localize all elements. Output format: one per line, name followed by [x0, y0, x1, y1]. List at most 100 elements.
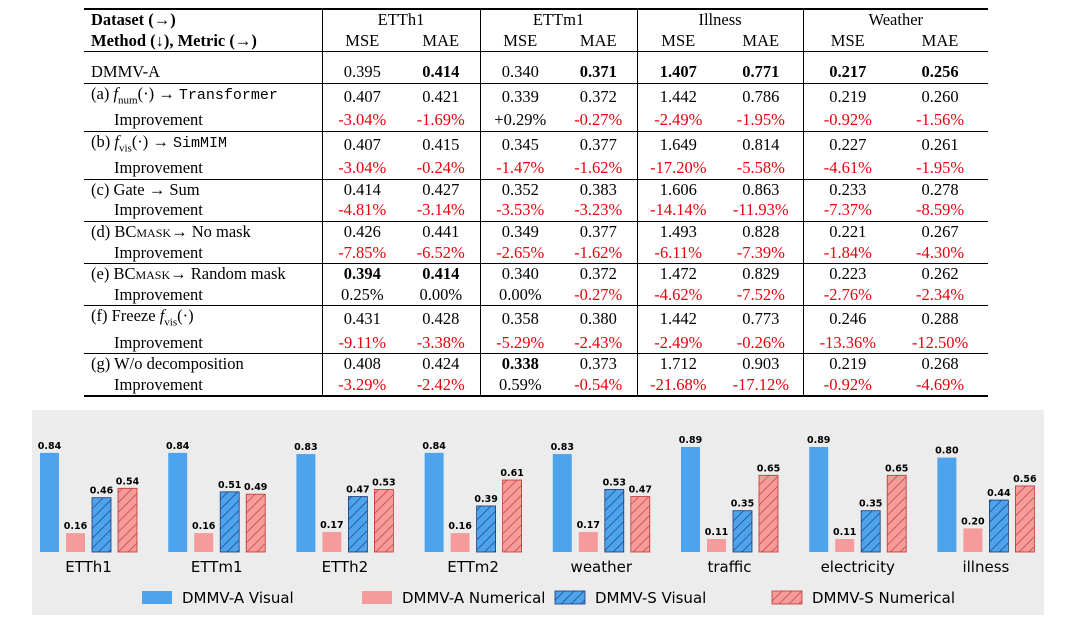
table-row: Improvement -3.29% -2.42% 0.59% -0.54% -21.68… — [84, 374, 989, 398]
metric-value: 0.903 — [719, 353, 804, 375]
bar-dmmv-s-numerical-ettm1 — [245, 493, 266, 553]
metric-value: 0.407 — [321, 82, 402, 111]
bar-dmmv-a-numerical-weather — [578, 531, 598, 552]
bar-dmmv-a-numerical-traffic — [707, 539, 726, 552]
metric-value: 0.395 — [321, 62, 402, 84]
variant-label: (g) W/o decomposition — [91, 354, 244, 374]
improvement-value: -3.04% — [321, 157, 402, 180]
improvement-value: -1.62% — [574, 158, 623, 178]
category-label: traffic — [708, 558, 752, 576]
legend: DMMV-A Visual DMMV-A Numerical DMMV-S Visu… — [142, 589, 955, 607]
bar-dmmv-s-visual-ettm2 — [476, 505, 497, 553]
metric-value: 0.371 — [579, 62, 617, 82]
improvement-value: -1.95% — [915, 158, 965, 178]
variant-label-cell: (b) fvis(·) → SimMIM — [84, 130, 322, 158]
metric-value: 0.408 — [321, 353, 402, 375]
metric-header: MAE — [402, 30, 480, 53]
baseline-method: DMMV-A — [91, 62, 161, 82]
metric-value: 0.394 — [321, 262, 402, 285]
bar-dmmv-s-visual-illness — [989, 499, 1009, 553]
improvement-value: -1.56% — [915, 110, 965, 130]
variant-label: (e) BCmask→ Random mask — [91, 264, 286, 284]
metric-value: 0.427 — [402, 178, 480, 201]
improvement-value: -11.93% — [732, 200, 789, 220]
bar-value-label: 0.44 — [987, 488, 1011, 499]
bars-group: 0.84 0.16 0.460.54 ETTh1 0.84 0.16 0.51 0.49 ETT… — [38, 435, 1037, 576]
bar-dmmv-s-numerical-weather — [630, 496, 651, 553]
improvement-value: -4.81% — [321, 200, 402, 222]
improvement-value: -4.61% — [802, 157, 893, 180]
metric-value: 0.358 — [479, 305, 560, 333]
metric-value: 0.219 — [802, 353, 893, 375]
legend-label: DMMV-A Numerical — [402, 589, 545, 607]
table-body: Dataset (→) ETTh1 ETTm1 Illness Weather Metho… — [84, 8, 989, 398]
bar-dmmv-s-numerical-ettm2 — [502, 479, 523, 553]
bar-value-label: 0.47 — [346, 485, 369, 496]
variant-label: (c) Gate → Sum — [91, 179, 200, 199]
variant-tag: (a) — [91, 83, 110, 103]
metric-value: 0.414 — [402, 262, 480, 285]
metric-value: 0.233 — [802, 178, 893, 201]
function-symbol: f — [114, 131, 119, 151]
function-symbol: f — [113, 83, 119, 103]
metric-value: 0.349 — [479, 220, 560, 243]
chart-svg: 0.84 0.16 0.460.54 ETTh1 0.84 0.16 0.51 0.49 ETT… — [32, 410, 1044, 615]
bcmask-smallcaps: mask — [135, 264, 171, 284]
bar-value-label: 0.80 — [935, 446, 959, 457]
category-label: weather — [571, 558, 633, 576]
bar-dmmv-s-numerical-electricity — [886, 474, 907, 553]
bar-value-label: 0.49 — [244, 482, 267, 493]
bar-value-label: 0.84 — [166, 441, 190, 452]
metric-value: 0.377 — [560, 220, 638, 243]
metric-value: 0.339 — [479, 82, 560, 111]
category-label: ETTh2 — [322, 558, 369, 576]
spacer-cell — [560, 52, 637, 63]
improvement-value: -2.49% — [636, 332, 720, 354]
improvement-value: -6.11% — [636, 242, 720, 264]
metric-value: 0.414 — [321, 178, 402, 201]
improvement-label: Improvement — [114, 158, 203, 178]
metric-label: Metric (→) — [177, 30, 257, 50]
variant-module: Transformer — [178, 86, 278, 104]
spacer-cell — [321, 51, 402, 63]
metric-header: MSE — [321, 30, 402, 53]
improvement-value: -0.27% — [574, 284, 623, 304]
legend-label: DMMV-S Visual — [595, 589, 706, 607]
improvement-value: -0.27% — [574, 110, 623, 130]
improvement-value: 0.59% — [479, 374, 560, 398]
variant-label: (d) BCmask→ No mask — [91, 222, 251, 242]
improvement-value: -14.14% — [636, 200, 720, 222]
metric-value: 0.863 — [719, 178, 804, 201]
metric-value: 0.814 — [719, 130, 804, 158]
metric-value: 0.383 — [560, 178, 638, 201]
variant-label-cell: (f) Freeze fvis(·) — [84, 305, 322, 333]
bar-value-label: 0.51 — [218, 480, 241, 491]
table-row: Improvement -7.85% -6.52% -2.65% -1.62% -6.11… — [84, 242, 988, 264]
improvement-value: -12.50% — [911, 332, 969, 352]
metric-value: 0.415 — [402, 130, 480, 158]
table-row: Improvement -3.04% -1.69% +0.29% -0.27% -2.49… — [84, 110, 988, 132]
spacer-cell — [479, 51, 560, 63]
metric-value: 1.472 — [636, 262, 720, 285]
metric-value: 0.424 — [402, 353, 480, 375]
metric-value: 0.428 — [402, 305, 480, 333]
metric-header: MAE — [560, 30, 638, 53]
metric-value: 0.261 — [892, 130, 989, 158]
ablation-table: Dataset (→) ETTh1 ETTm1 Illness Weather Metho… — [84, 8, 989, 398]
metric-value: 0.340 — [479, 262, 560, 285]
bar-dmmv-s-numerical-traffic — [758, 474, 779, 553]
category-label: ETTh1 — [65, 558, 112, 576]
bar-dmmv-a-numerical-etth2 — [322, 531, 342, 552]
spacer-cell — [802, 51, 893, 63]
metric-value: 0.268 — [892, 353, 989, 375]
bar-value-label: 0.89 — [807, 435, 830, 446]
improvement-value: -7.37% — [802, 200, 893, 222]
bar-dmmv-s-numerical-illness — [1015, 485, 1035, 553]
metric-value: 1.407 — [636, 62, 720, 84]
metric-value: 0.829 — [719, 262, 804, 285]
metric-value: 0.372 — [560, 262, 638, 285]
bar-dmmv-s-visual-etth1 — [91, 497, 112, 553]
metric-value: 0.426 — [321, 220, 402, 243]
bar-value-label: 0.35 — [731, 499, 754, 510]
table-row: Improvement -9.11% -3.38% -5.29% -2.43% -2.49… — [84, 332, 988, 354]
